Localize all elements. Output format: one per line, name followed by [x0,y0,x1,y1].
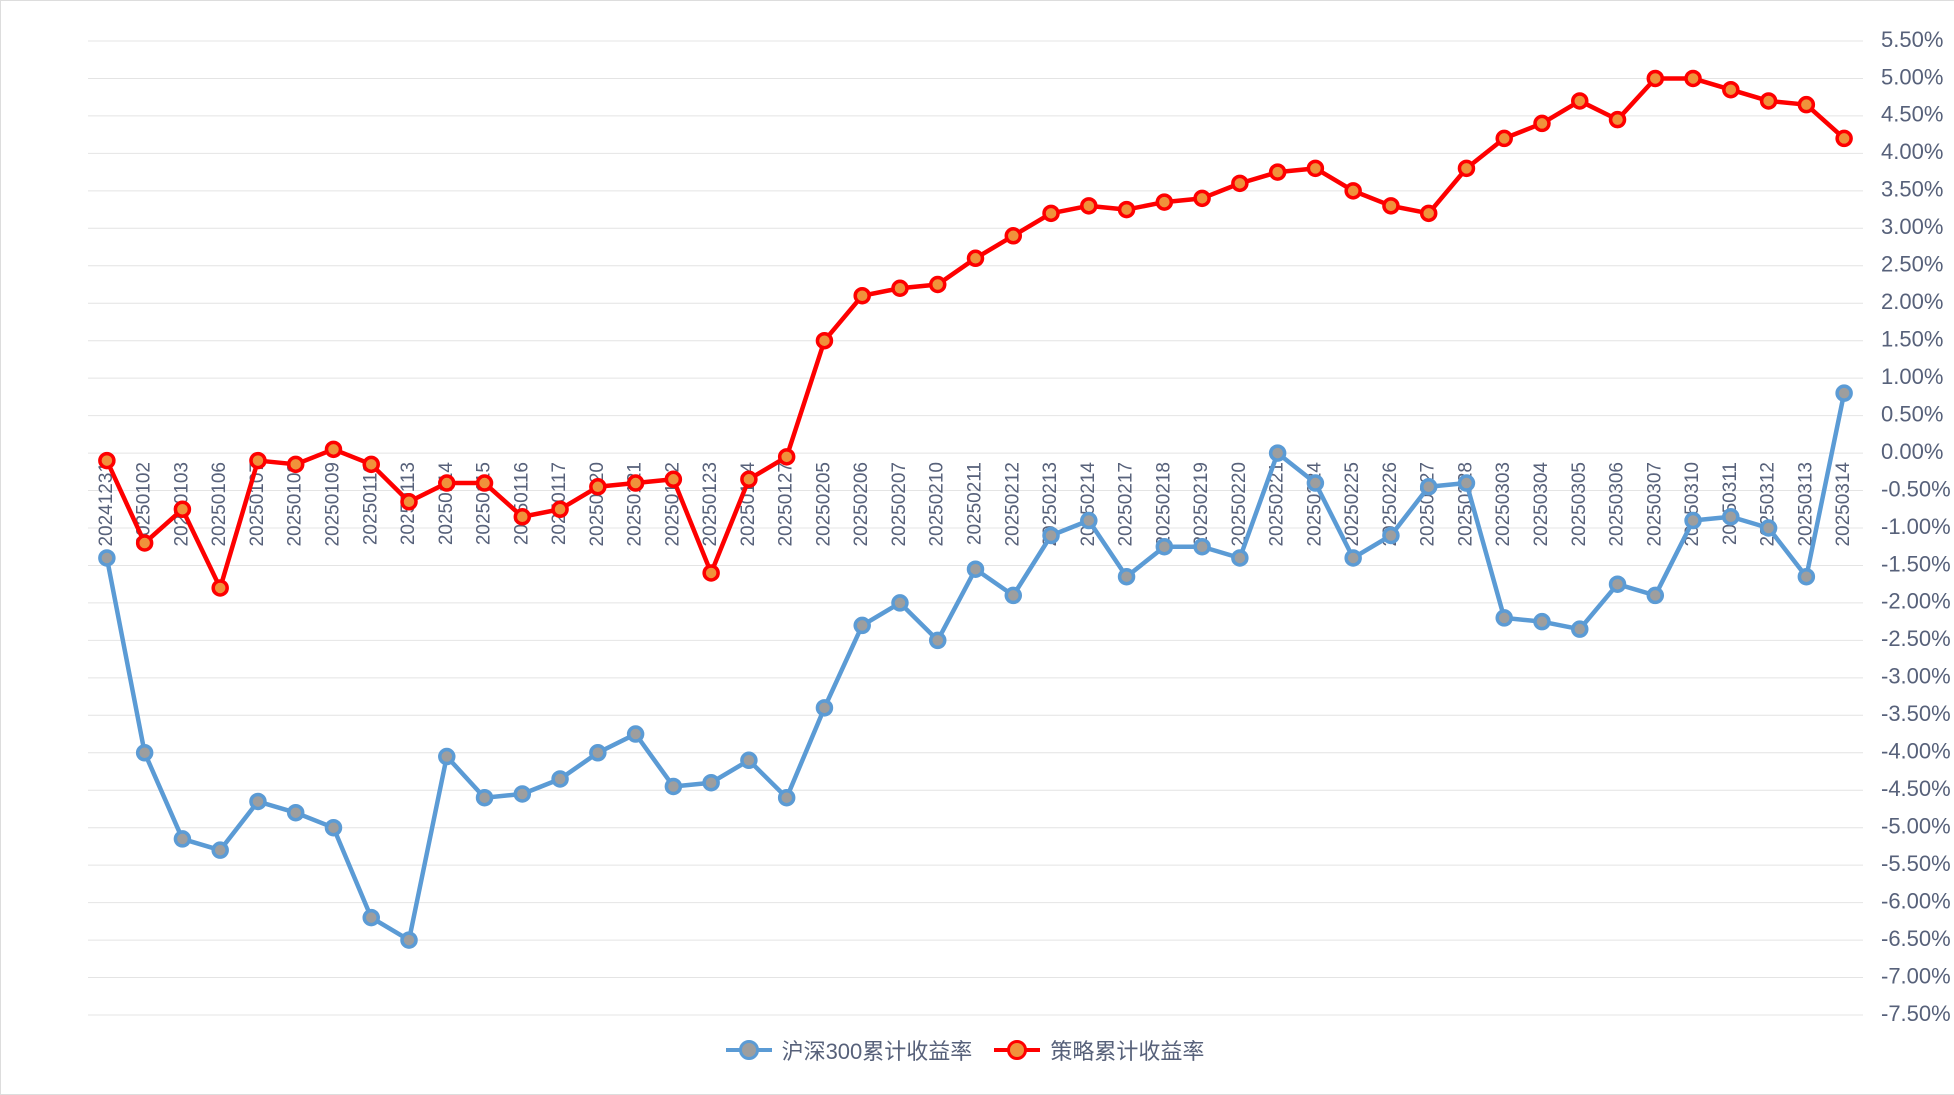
svg-text:-2.00%: -2.00% [1881,589,1951,614]
svg-text:-4.00%: -4.00% [1881,739,1951,764]
svg-text:20250114: 20250114 [436,462,457,546]
svg-text:20250303: 20250303 [1493,462,1514,547]
svg-text:20250304: 20250304 [1531,462,1552,547]
svg-text:20250212: 20250212 [1002,462,1023,547]
svg-text:5.50%: 5.50% [1881,27,1943,52]
svg-text:20250305: 20250305 [1569,462,1590,547]
svg-text:20250219: 20250219 [1191,462,1212,547]
svg-text:-6.50%: -6.50% [1881,926,1951,951]
svg-text:20250127: 20250127 [776,462,797,547]
svg-text:20250207: 20250207 [889,462,910,547]
svg-text:20250116: 20250116 [511,462,532,545]
svg-text:20250307: 20250307 [1644,462,1665,547]
svg-text:-7.00%: -7.00% [1881,963,1951,988]
svg-text:0.50%: 0.50% [1881,401,1943,426]
svg-text:-0.50%: -0.50% [1881,476,1951,501]
svg-text:20250123: 20250123 [700,462,721,547]
svg-text:4.00%: 4.00% [1881,139,1943,164]
svg-text:20250311: 20250311 [1720,462,1741,545]
svg-text:-7.50%: -7.50% [1881,1001,1951,1026]
svg-text:20250205: 20250205 [813,462,834,547]
svg-text:20250306: 20250306 [1607,462,1628,547]
svg-text:20250120: 20250120 [587,462,608,547]
svg-text:20250217: 20250217 [1116,462,1137,547]
svg-text:2.50%: 2.50% [1881,252,1943,277]
svg-text:-3.50%: -3.50% [1881,701,1951,726]
svg-text:20250206: 20250206 [851,462,872,547]
svg-text:1.00%: 1.00% [1881,364,1943,389]
svg-text:-5.00%: -5.00% [1881,814,1951,839]
svg-text:-6.00%: -6.00% [1881,888,1951,913]
svg-text:20250109: 20250109 [322,462,343,547]
svg-text:20250106: 20250106 [209,462,230,547]
svg-text:20250107: 20250107 [247,462,268,547]
svg-text:20250210: 20250210 [927,462,948,547]
svg-text:20250108: 20250108 [285,462,306,547]
svg-text:20250110: 20250110 [360,462,381,545]
svg-text:-3.00%: -3.00% [1881,664,1951,689]
svg-text:-4.50%: -4.50% [1881,776,1951,801]
svg-text:4.50%: 4.50% [1881,102,1943,127]
svg-text:3.50%: 3.50% [1881,177,1943,202]
svg-text:20250225: 20250225 [1342,462,1363,547]
svg-text:-1.50%: -1.50% [1881,551,1951,576]
svg-text:0.00%: 0.00% [1881,439,1943,464]
svg-text:2.00%: 2.00% [1881,289,1943,314]
svg-text:20250227: 20250227 [1418,462,1439,547]
svg-text:-2.50%: -2.50% [1881,626,1951,651]
svg-text:1.50%: 1.50% [1881,327,1943,352]
svg-text:3.00%: 3.00% [1881,214,1943,239]
svg-text:-1.00%: -1.00% [1881,514,1951,539]
svg-text:20250314: 20250314 [1833,462,1854,547]
svg-text:-5.50%: -5.50% [1881,851,1951,876]
svg-text:20250211: 20250211 [965,462,986,545]
svg-text:5.00%: 5.00% [1881,64,1943,89]
svg-text:20250218: 20250218 [1153,462,1174,547]
